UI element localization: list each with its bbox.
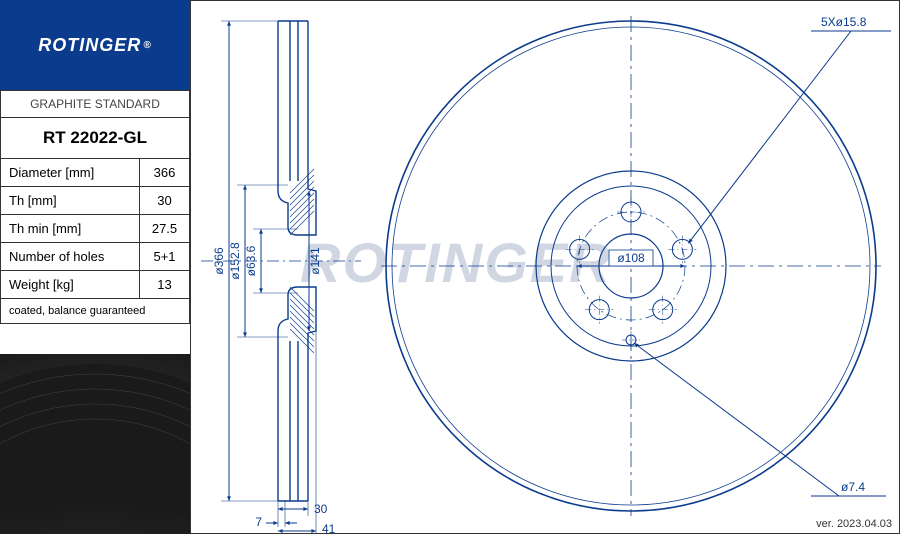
svg-text:ø366: ø366 bbox=[212, 247, 226, 275]
spec-value: 27.5 bbox=[140, 215, 190, 243]
disc-photo bbox=[0, 354, 190, 534]
drawing-area: ø366ø152.8ø63.6ø14130741ø1085Xø15.8ø7.4 bbox=[190, 0, 900, 534]
svg-text:ø108: ø108 bbox=[617, 251, 645, 265]
subtitle: GRAPHITE STANDARD bbox=[1, 91, 190, 118]
spec-value: 366 bbox=[140, 159, 190, 187]
svg-text:ø7.4: ø7.4 bbox=[841, 480, 865, 494]
spec-table: GRAPHITE STANDARD RT 22022-GL Diameter [… bbox=[0, 90, 190, 324]
svg-text:ø141: ø141 bbox=[308, 247, 322, 275]
brand-logo: ROTINGER® bbox=[0, 0, 190, 90]
spec-value: 30 bbox=[140, 187, 190, 215]
svg-text:7: 7 bbox=[255, 515, 262, 529]
table-row: Diameter [mm]366 bbox=[1, 159, 190, 187]
table-row: Th [mm]30 bbox=[1, 187, 190, 215]
svg-text:41: 41 bbox=[322, 522, 336, 535]
part-number: RT 22022-GL bbox=[1, 118, 190, 159]
spec-value: 5+1 bbox=[140, 243, 190, 271]
spec-label: Number of holes bbox=[1, 243, 140, 271]
spec-label: Weight [kg] bbox=[1, 271, 140, 299]
svg-text:ø63.6: ø63.6 bbox=[244, 245, 258, 276]
version-label: ver. 2023.04.03 bbox=[816, 518, 892, 530]
table-row: Th min [mm]27.5 bbox=[1, 215, 190, 243]
spec-value: 13 bbox=[140, 271, 190, 299]
note: coated, balance guaranteed bbox=[1, 299, 190, 324]
left-panel: ROTINGER® GRAPHITE STANDARD RT 22022-GL … bbox=[0, 0, 190, 534]
table-row: Number of holes5+1 bbox=[1, 243, 190, 271]
table-row: Weight [kg]13 bbox=[1, 271, 190, 299]
technical-drawing: ø366ø152.8ø63.6ø14130741ø1085Xø15.8ø7.4 bbox=[191, 1, 900, 535]
spec-label: Th [mm] bbox=[1, 187, 140, 215]
spec-label: Diameter [mm] bbox=[1, 159, 140, 187]
spec-label: Th min [mm] bbox=[1, 215, 140, 243]
reg-mark: ® bbox=[143, 40, 151, 51]
svg-text:ø152.8: ø152.8 bbox=[228, 242, 242, 280]
brand-text: ROTINGER bbox=[38, 35, 141, 56]
svg-text:5Xø15.8: 5Xø15.8 bbox=[821, 15, 867, 29]
